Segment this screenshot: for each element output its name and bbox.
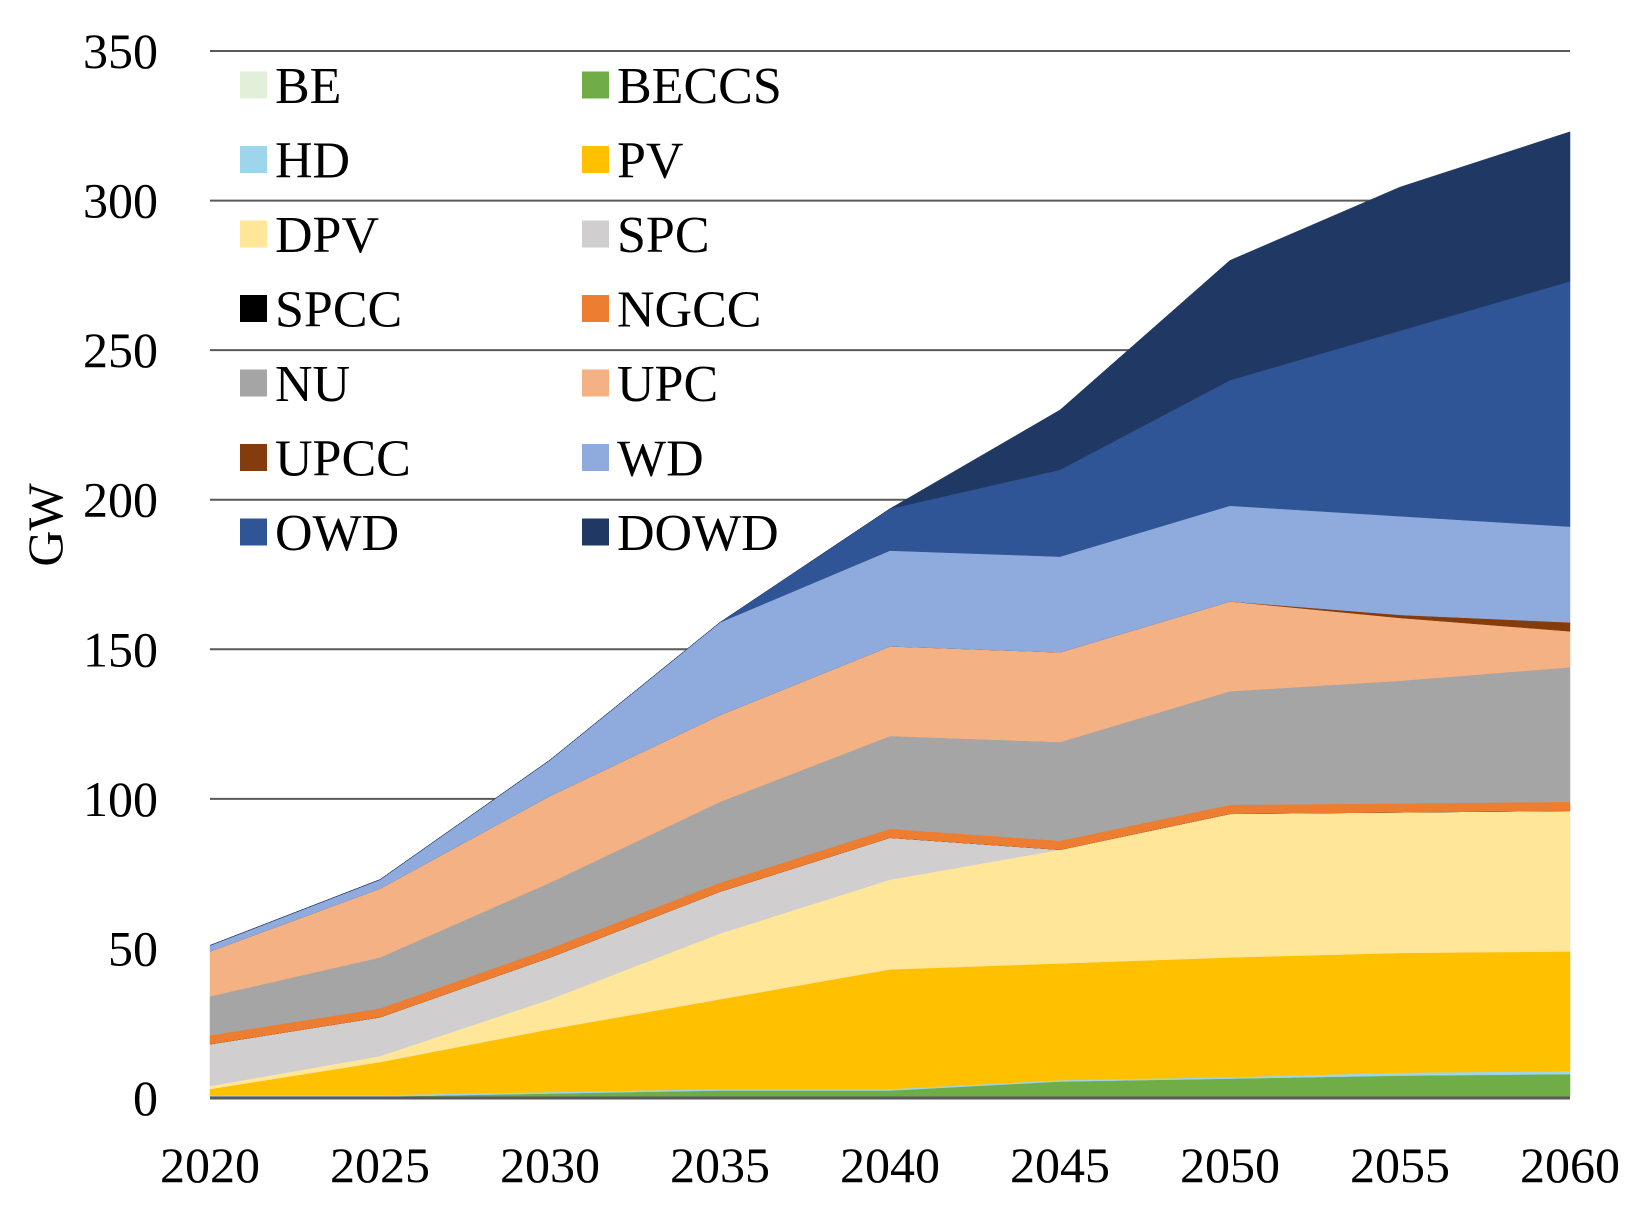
legend-label-be: BE (275, 58, 341, 115)
legend-swatch-beccs (582, 71, 609, 99)
legend-label-dpv: DPV (275, 207, 379, 264)
x-tick-labels: 2020 2025 2030 2035 2040 2045 2050 2055 2060 (160, 1137, 1620, 1193)
x-tick-label: 2040 (840, 1137, 940, 1193)
legend-label-spc: SPC (617, 207, 710, 264)
y-tick-label: 300 (83, 173, 158, 229)
legend-label-owd: OWD (275, 505, 399, 562)
y-tick-label: 250 (83, 322, 158, 378)
legend-label-upcc: UPCC (275, 431, 411, 488)
x-tick-label: 2060 (1520, 1137, 1620, 1193)
legend-label-upc: UPC (617, 356, 718, 413)
area-series (209, 131, 1571, 1099)
legend-swatch-dpv (240, 220, 267, 248)
legend: BE BECCS HD PV DPV SPC SPCC NGCC NU UPC UPCC WD OWD D… (240, 58, 782, 562)
x-tick-label: 2030 (500, 1137, 600, 1193)
y-tick-label: 100 (83, 771, 158, 827)
legend-label-nu: NU (275, 356, 350, 413)
legend-swatch-owd (240, 518, 267, 546)
legend-label-pv: PV (617, 133, 683, 190)
x-tick-label: 2045 (1010, 1137, 1110, 1193)
x-tick-label: 2020 (160, 1137, 260, 1193)
legend-label-wd: WD (617, 431, 704, 488)
legend-swatch-be (240, 71, 267, 99)
legend-swatch-upcc (240, 444, 267, 471)
legend-swatch-upc (582, 369, 609, 397)
legend-swatch-nu (240, 369, 267, 397)
area-dowd (209, 131, 1571, 946)
legend-label-ngcc: NGCC (617, 282, 761, 339)
x-tick-label: 2050 (1180, 1137, 1280, 1193)
legend-swatch-spc (582, 220, 609, 248)
legend-label-beccs: BECCS (617, 58, 782, 115)
y-tick-label: 150 (83, 621, 158, 677)
legend-swatch-ngcc (582, 295, 609, 322)
y-tick-labels: 0 50 100 150 200 250 300 350 (83, 23, 158, 1126)
y-tick-label: 350 (83, 23, 158, 79)
legend-label-spcc: SPCC (275, 282, 402, 339)
legend-label-dowd: DOWD (617, 505, 779, 562)
y-tick-label: 50 (108, 920, 158, 976)
legend-label-hd: HD (275, 133, 350, 190)
legend-swatch-dowd (582, 518, 609, 546)
legend-swatch-wd (582, 444, 609, 471)
y-tick-label: 0 (133, 1070, 158, 1126)
x-tick-label: 2035 (670, 1137, 770, 1193)
legend-swatch-pv (582, 146, 609, 173)
x-tick-label: 2025 (330, 1137, 430, 1193)
y-tick-label: 200 (83, 472, 158, 528)
legend-swatch-spcc (240, 295, 267, 322)
legend-swatch-hd (240, 146, 267, 173)
x-tick-label: 2055 (1350, 1137, 1450, 1193)
y-axis-title: GW (17, 483, 73, 567)
